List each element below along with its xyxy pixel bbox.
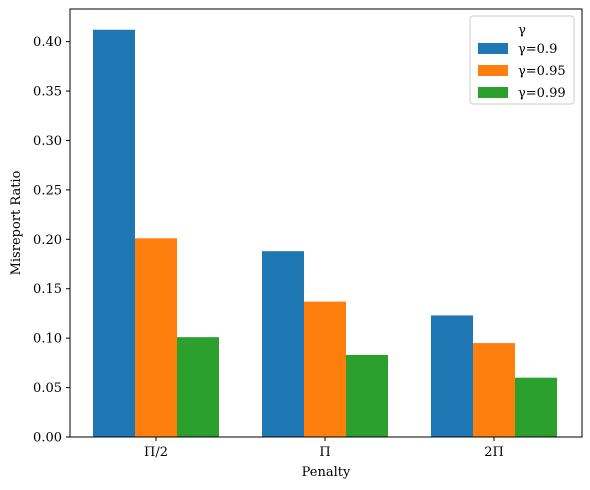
- y-axis-label: Misreport Ratio: [9, 170, 24, 275]
- y-tick-label: 0.40: [33, 35, 62, 50]
- legend-items: γ=0.9 γ=0.95 γ=0.99: [478, 42, 566, 101]
- bar-1-series-1: [93, 29, 135, 437]
- y-tick-label: 0.15: [33, 282, 62, 297]
- x-axis: Π/2 Π 2Π: [144, 437, 504, 460]
- bar-2-series-3: [346, 354, 388, 437]
- legend-title: γ: [518, 23, 526, 38]
- plot-frame: [69, 8, 583, 438]
- bar-2-series-2: [304, 301, 346, 437]
- y-tick-label: 0.10: [33, 332, 62, 347]
- legend-swatch: [478, 87, 508, 98]
- legend-swatch: [478, 65, 508, 76]
- x-tick-label: 2Π: [484, 445, 504, 460]
- bar-1-series-3: [177, 337, 219, 437]
- bar-2-series-1: [262, 251, 304, 437]
- y-tick-label: 0.20: [33, 233, 62, 248]
- y-tick-label: 0.00: [33, 431, 62, 446]
- bar-3-series-2: [473, 343, 515, 437]
- y-tick-label: 0.30: [33, 134, 62, 149]
- bars-group: [93, 29, 557, 437]
- x-axis-label: Penalty: [302, 465, 351, 480]
- y-tick-label: 0.35: [33, 85, 62, 100]
- bar-1-series-2: [135, 238, 177, 437]
- y-axis: 0.00 0.05 0.10 0.15 0.20 0.25 0.30 0.35 0.40: [33, 35, 70, 446]
- legend-entry: γ=0.95: [518, 64, 566, 79]
- x-tick-label: Π: [319, 445, 330, 460]
- y-tick-label: 0.05: [33, 381, 62, 396]
- legend-entry: γ=0.9: [518, 42, 557, 57]
- legend-swatch: [478, 43, 508, 54]
- bar-3-series-3: [515, 377, 557, 437]
- x-tick-label: Π/2: [144, 445, 168, 460]
- bar-3-series-1: [431, 315, 473, 437]
- legend-entry: γ=0.99: [518, 86, 566, 101]
- legend-frame: [469, 15, 575, 105]
- y-tick-label: 0.25: [33, 183, 62, 198]
- legend: γ γ=0.9 γ=0.95 γ=0.99: [469, 15, 575, 105]
